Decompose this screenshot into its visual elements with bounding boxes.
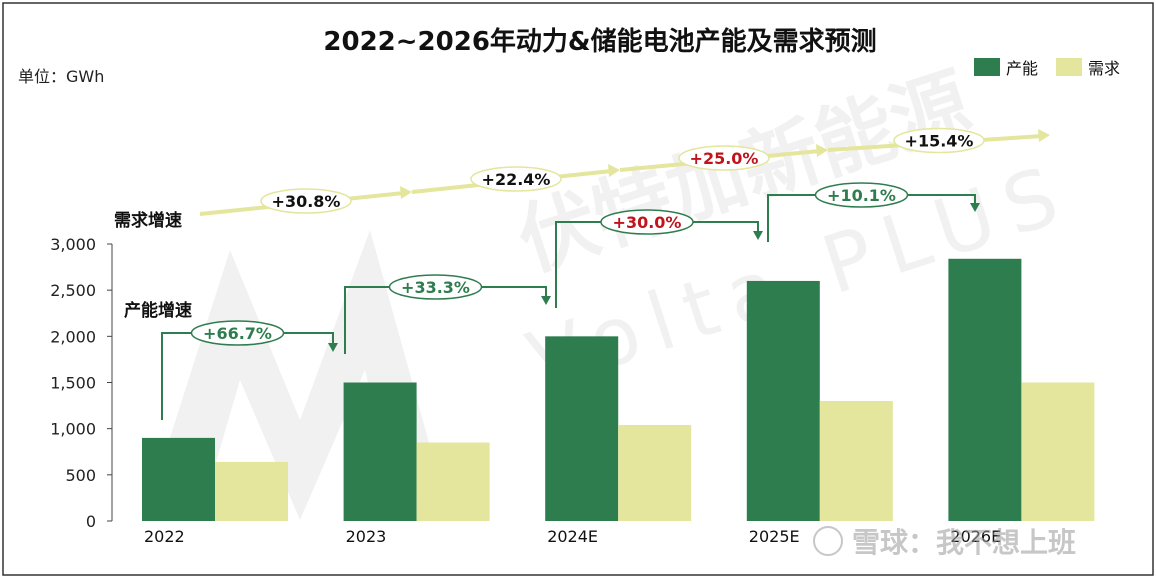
- demand-growth-value: +25.0%: [690, 149, 759, 168]
- demand-growth-arrowhead: [1038, 129, 1050, 142]
- legend-swatch-capacity: [974, 58, 1000, 76]
- x-tick-label: 2024E: [547, 527, 598, 546]
- credit-text: 雪球：我不想上班: [852, 526, 1076, 559]
- demand-bar: [819, 400, 893, 521]
- demand-growth-badge: [893, 127, 985, 154]
- legend-label-capacity: 产能: [1006, 59, 1038, 78]
- demand-bar: [618, 424, 692, 521]
- capacity-growth-value: +30.0%: [613, 213, 682, 232]
- x-tick-label: 2023: [346, 527, 387, 546]
- capacity-growth-arrowhead: [753, 231, 763, 240]
- x-tick-label: 2026E: [950, 527, 1001, 546]
- legend-swatch-demand: [1056, 58, 1082, 76]
- demand-growth-title: 需求增速: [114, 210, 182, 231]
- y-tick-label: 1,500: [50, 374, 96, 393]
- y-tick-label: 1,000: [50, 420, 96, 439]
- y-tick-label: 0: [86, 512, 96, 531]
- y-tick-label: 2,500: [50, 281, 96, 300]
- legend: 产能 需求: [974, 58, 1120, 78]
- x-tick-label: 2025E: [749, 527, 800, 546]
- y-tick-label: 500: [65, 466, 96, 485]
- bars-group: [142, 258, 1095, 521]
- x-axis-labels: 2022 2023 2024E 2025E 2026E: [144, 527, 1001, 546]
- capacity-growth-group: 产能增速 +66.7% +33.3% +30.0% +10.1%: [124, 182, 980, 420]
- demand-bar: [416, 442, 490, 521]
- capacity-growth-value: +66.7%: [203, 324, 272, 343]
- y-axis: 0 500 1,000 1,500 2,000 2,500 3,000: [50, 235, 113, 531]
- demand-growth-arrowhead: [816, 144, 828, 157]
- capacity-bar: [545, 336, 619, 521]
- demand-bar: [215, 461, 288, 521]
- y-tick-label: 2,000: [50, 327, 96, 346]
- credit: 雪球：我不想上班: [813, 526, 1076, 559]
- capacity-growth-arrowhead: [328, 343, 338, 352]
- capacity-bar: [142, 437, 215, 521]
- capacity-growth-arrowhead: [541, 296, 551, 305]
- demand-bar: [1021, 382, 1095, 521]
- demand-growth-badge: [470, 166, 562, 192]
- capacity-growth-badge: [388, 274, 483, 300]
- demand-growth-value: +15.4%: [905, 132, 974, 151]
- capacity-bar: [948, 258, 1022, 521]
- chart-title: 2022~2026年动力&储能电池产能及需求预测: [323, 26, 876, 57]
- demand-growth-value: +22.4%: [482, 170, 551, 189]
- snowball-logo-icon: [813, 526, 843, 556]
- capacity-growth-value: +10.1%: [827, 186, 896, 205]
- legend-label-demand: 需求: [1088, 59, 1120, 78]
- x-tick-label: 2022: [144, 527, 185, 546]
- demand-growth-badge: [260, 188, 352, 214]
- capacity-growth-badge: [814, 182, 909, 208]
- capacity-growth-title: 产能增速: [124, 300, 192, 321]
- demand-growth-arrowhead: [608, 164, 620, 177]
- demand-growth-value: +30.8%: [272, 192, 341, 211]
- unit-label: 单位：GWh: [18, 67, 104, 86]
- capacity-growth-arrowhead: [970, 203, 980, 212]
- capacity-growth-badge: [190, 320, 285, 346]
- y-tick-label: 3,000: [50, 235, 96, 254]
- capacity-growth-value: +33.3%: [401, 278, 470, 297]
- demand-growth-arrowhead: [400, 186, 412, 199]
- capacity-bar: [343, 382, 417, 521]
- demand-growth-badge: [678, 145, 770, 171]
- capacity-bar: [746, 280, 820, 521]
- capacity-growth-badge: [600, 209, 694, 235]
- demand-growth-group: 需求增速 +30.8% +22.4% +25.0% +15.4%: [114, 127, 1050, 231]
- watermark-logo-icon: [150, 230, 445, 520]
